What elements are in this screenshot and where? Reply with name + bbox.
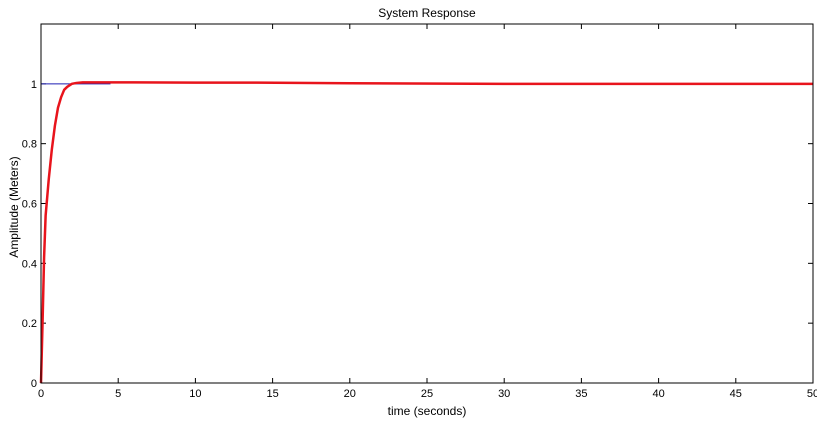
axis-ticks: 0 5 10 15 20 25 30 35 40 45 50 0 0.2 0.4 0.6 0.8 1 [22,24,817,400]
y-tick-label: 0 [31,378,37,390]
x-tick-label: 10 [189,388,201,400]
x-tick-label: 30 [498,388,510,400]
data-series [39,81,813,384]
x-tick-label: 50 [807,388,817,400]
system-response-line [39,81,813,384]
x-tick-label: 35 [575,388,587,400]
x-tick-label: 0 [38,388,44,400]
y-tick-label: 0.8 [22,139,37,151]
x-tick-label: 5 [115,388,121,400]
step-input-line [40,83,111,383]
y-tick-label: 0.4 [22,258,37,270]
x-tick-label: 15 [266,388,278,400]
y-tick-label: 0.6 [22,199,37,211]
x-tick-label: 25 [421,388,433,400]
x-axis-label: time (seconds) [388,404,467,418]
y-tick-label: 0.2 [22,318,37,330]
x-tick-label: 20 [344,388,356,400]
y-tick-label: 1 [31,79,37,91]
y-axis-label: Amplitude (Meters) [7,156,21,257]
chart-title: System Response [378,6,476,20]
x-tick-label: 40 [652,388,664,400]
plot-frame [40,23,814,384]
x-tick-label: 45 [730,388,742,400]
